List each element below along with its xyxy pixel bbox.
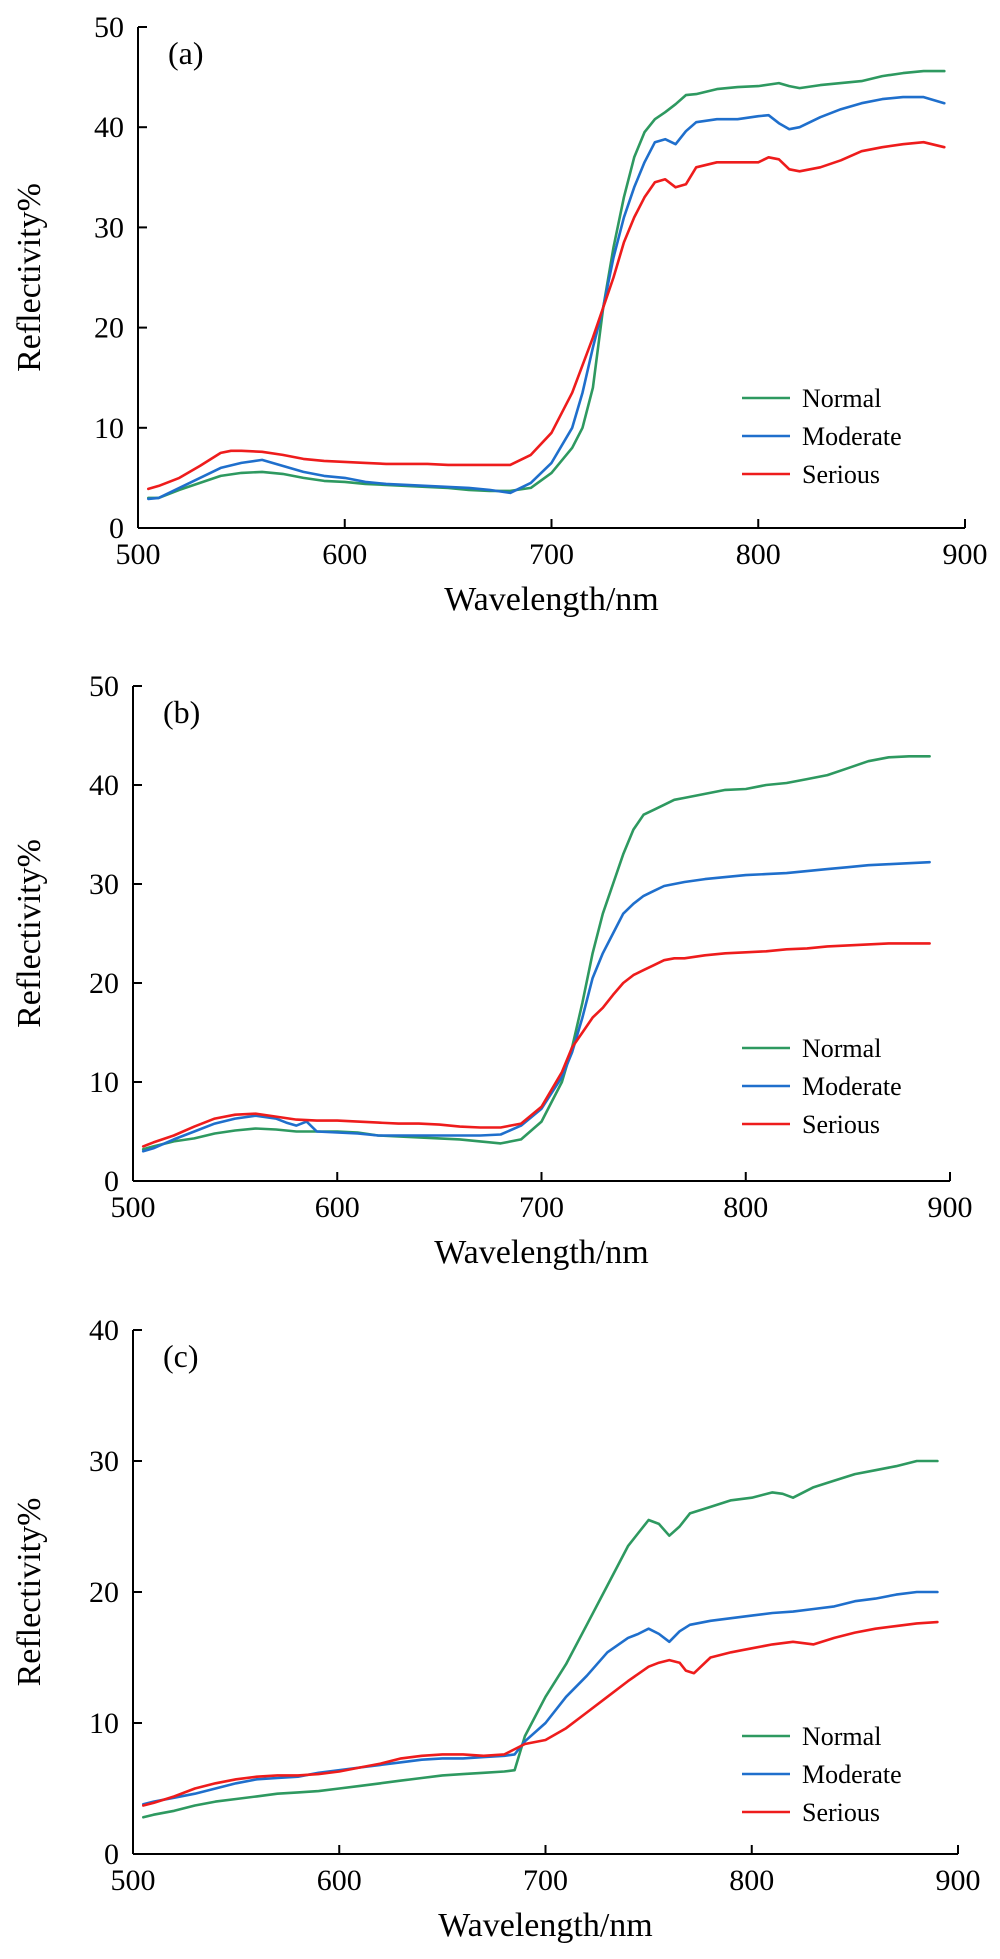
chart-svg-c: 0 10 20 30 40 500 600 700 800 900 Wavelength/nm Ref…: [11, 1314, 981, 1944]
x-tick-label: 800: [736, 538, 781, 571]
y-tick-label: 10: [89, 1066, 119, 1099]
chart-panel-a: 0 10 20 30 40 50 500 600 700 800 900 Wavelength/nm R…: [0, 0, 1000, 653]
legend-label-normal: Normal: [802, 1034, 881, 1063]
series-line-moderate: [142, 1590, 939, 1806]
chart-panel-b: 0 10 20 30 40 50 500 600 700 800 900 Wavelength/nm R…: [0, 653, 1000, 1306]
legend-label-normal: Normal: [802, 1722, 881, 1751]
y-tick-label: 10: [89, 1707, 119, 1740]
series-line-normal: [142, 1459, 939, 1819]
x-tick-label: 800: [729, 1864, 774, 1897]
legend-label-moderate: Moderate: [802, 1072, 902, 1101]
chart-svg-a: 0 10 20 30 40 50 500 600 700 800 900 Wavelength/nm R…: [11, 11, 988, 618]
y-axis-label: Reflectivity%: [11, 183, 48, 372]
y-tick-label: 0: [104, 1165, 119, 1198]
y-tick-label: 30: [89, 1445, 119, 1478]
x-tick-label: 500: [111, 1864, 156, 1897]
legend-label-serious: Serious: [802, 1798, 880, 1827]
series-line-serious: [142, 1620, 939, 1807]
legend-label-moderate: Moderate: [802, 1760, 902, 1789]
panel-label-b: (b): [163, 694, 200, 730]
y-tick-label: 30: [94, 211, 124, 244]
x-tick-label: 600: [315, 1191, 360, 1224]
y-tick-label: 20: [89, 1576, 119, 1609]
x-tick-label: 800: [723, 1191, 768, 1224]
x-tick-label: 700: [529, 538, 574, 571]
x-tick-label: 900: [928, 1191, 973, 1224]
series-line-serious: [141, 942, 931, 1148]
panel-label-c: (c): [163, 1338, 199, 1374]
y-tick-label: 30: [89, 868, 119, 901]
x-axis-label: Wavelength/nm: [438, 1907, 652, 1944]
y-axis-label: Reflectivity%: [11, 839, 48, 1028]
x-tick-label: 900: [936, 1864, 981, 1897]
chart-svg-b: 0 10 20 30 40 50 500 600 700 800 900 Wavelength/nm R…: [11, 670, 973, 1271]
y-tick-label: 0: [104, 1838, 119, 1871]
y-tick-label: 0: [109, 512, 124, 545]
legend-label-serious: Serious: [802, 460, 880, 489]
y-tick-label: 10: [94, 412, 124, 445]
x-tick-label: 500: [111, 1191, 156, 1224]
legend-label-moderate: Moderate: [802, 422, 902, 451]
y-tick-label: 20: [94, 312, 124, 345]
y-tick-label: 20: [89, 967, 119, 1000]
x-tick-label: 700: [519, 1191, 564, 1224]
x-tick-label: 900: [943, 538, 988, 571]
x-tick-label: 700: [523, 1864, 568, 1897]
chart-panel-c: 0 10 20 30 40 500 600 700 800 900 Wavelength/nm Ref…: [0, 1306, 1000, 1959]
series-line-moderate: [141, 860, 931, 1153]
series-line-normal: [141, 755, 931, 1151]
y-tick-label: 40: [89, 769, 119, 802]
x-tick-label: 600: [317, 1864, 362, 1897]
x-axis-label: Wavelength/nm: [434, 1234, 648, 1271]
x-tick-label: 600: [322, 538, 367, 571]
x-axis-label: Wavelength/nm: [444, 581, 658, 618]
panel-label-a: (a): [168, 35, 204, 71]
y-axis-label: Reflectivity%: [11, 1498, 48, 1687]
y-tick-label: 50: [89, 670, 119, 703]
series-line-serious: [147, 140, 946, 491]
legend-label-normal: Normal: [802, 384, 881, 413]
legend-label-serious: Serious: [802, 1110, 880, 1139]
x-tick-label: 500: [116, 538, 161, 571]
series-line-normal: [147, 69, 946, 500]
y-tick-label: 40: [89, 1314, 119, 1347]
y-tick-label: 40: [94, 111, 124, 144]
series-line-moderate: [147, 95, 946, 501]
y-tick-label: 50: [94, 11, 124, 44]
